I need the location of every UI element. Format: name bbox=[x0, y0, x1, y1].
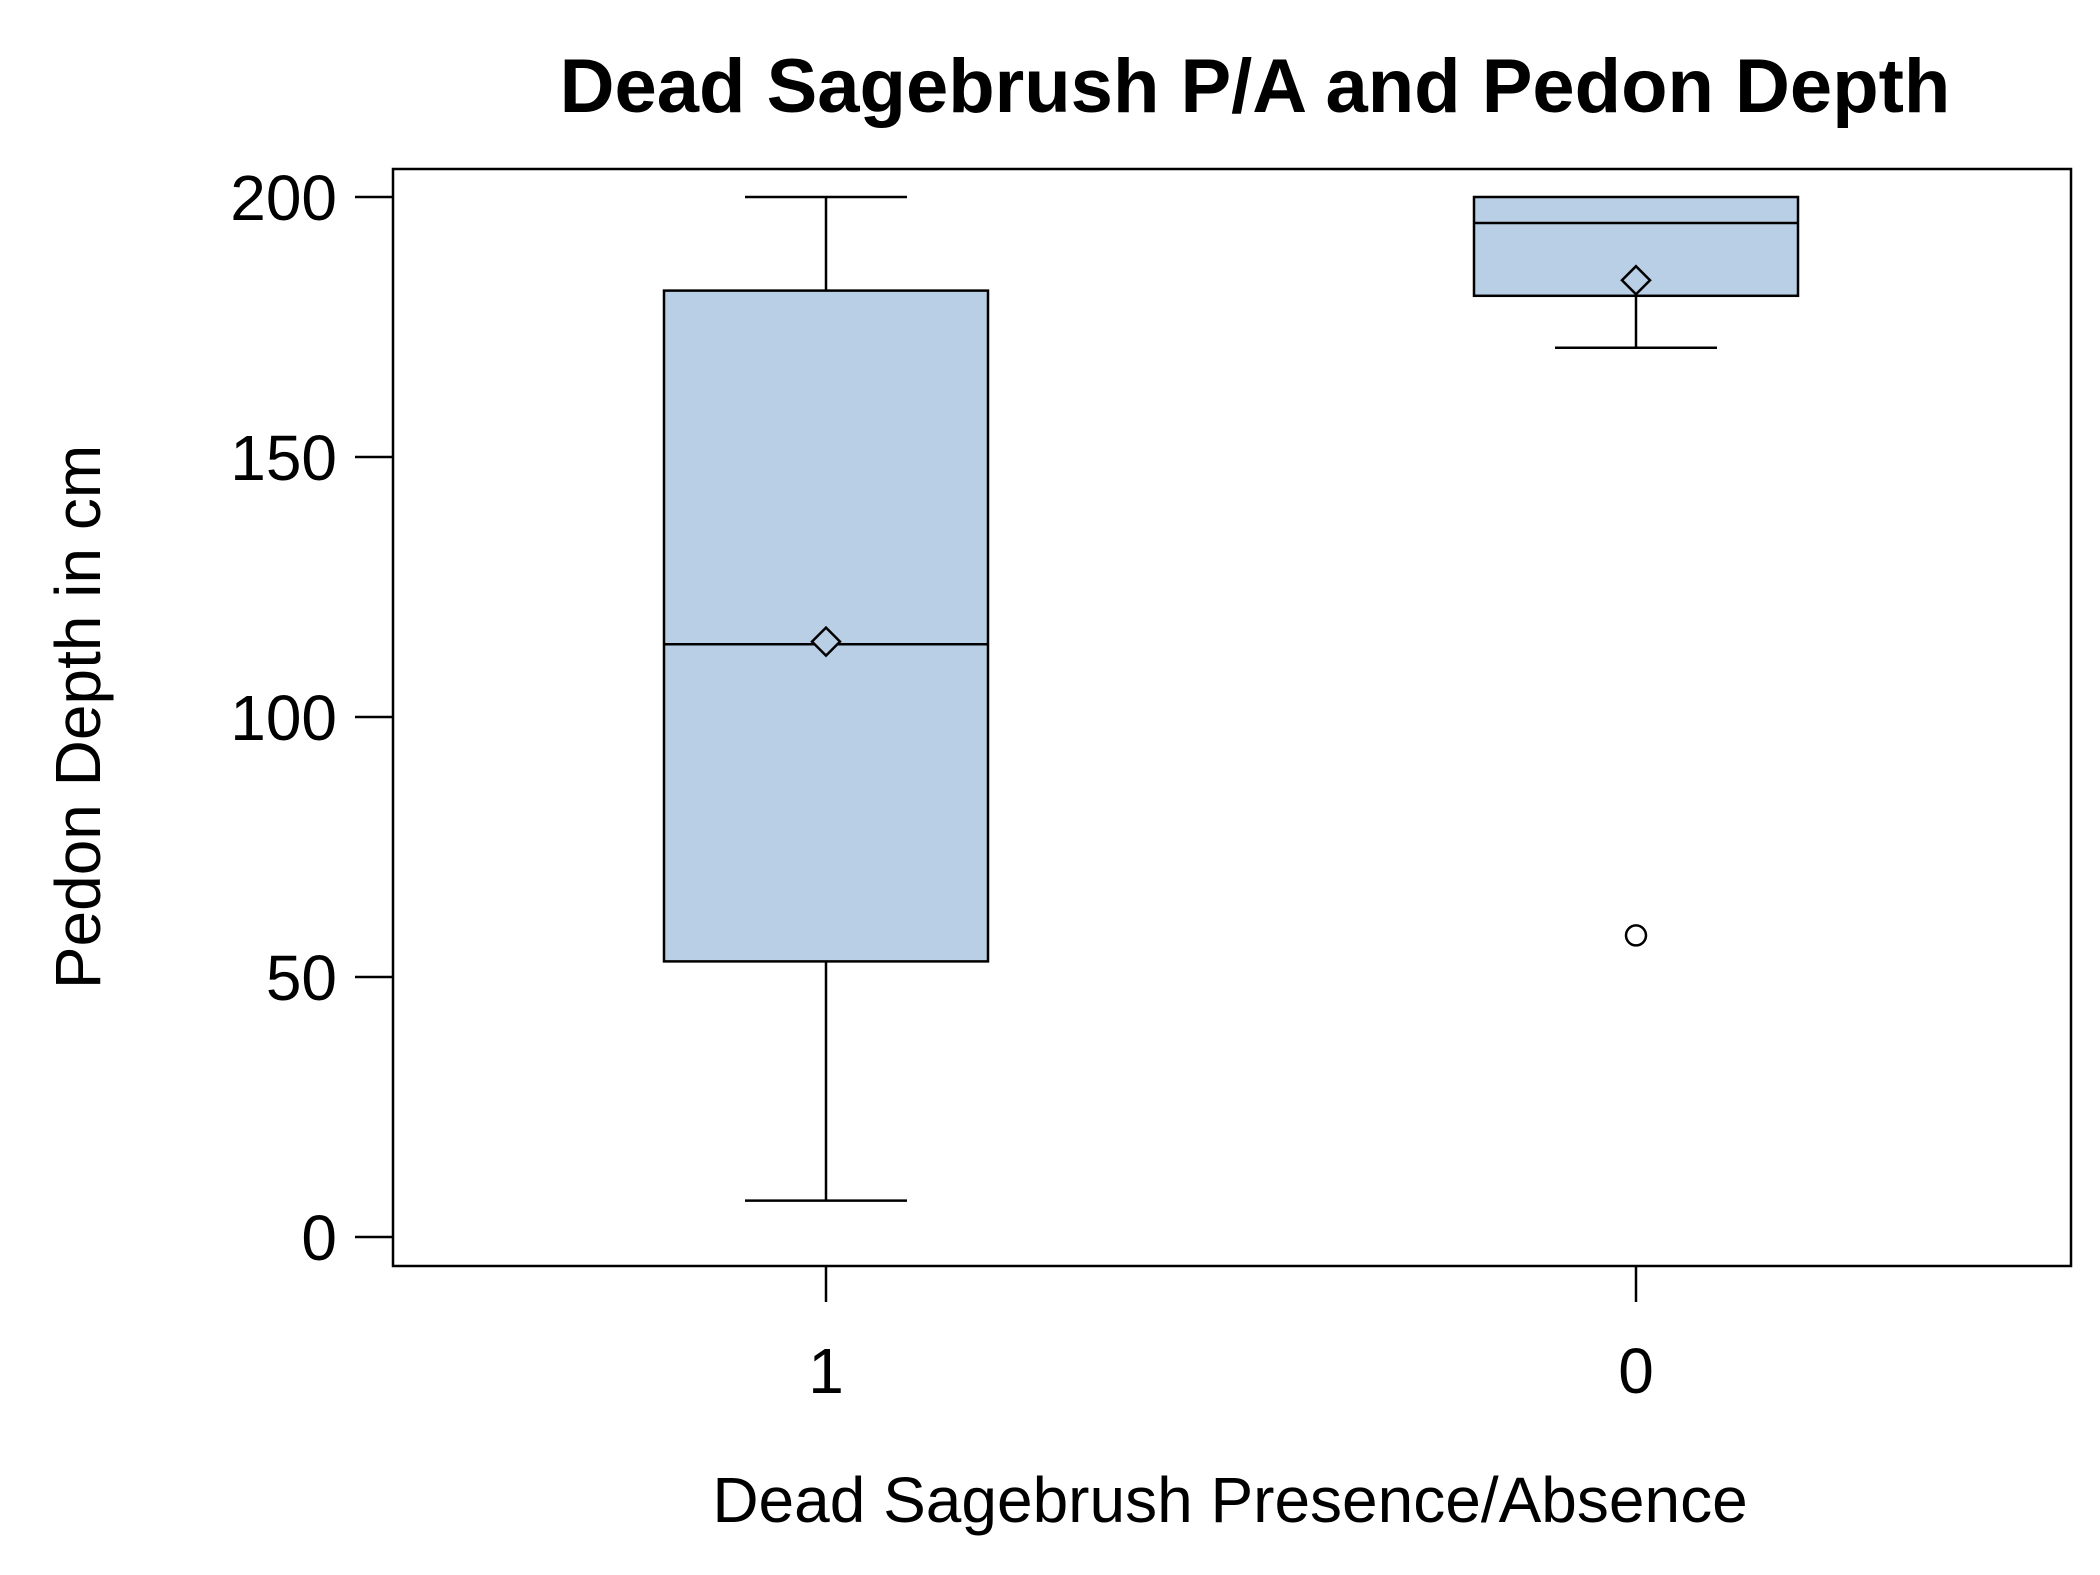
y-tick-label: 0 bbox=[301, 1202, 337, 1274]
y-tick-label: 50 bbox=[266, 942, 337, 1014]
box-series bbox=[662, 195, 1800, 1202]
x-axis-label: Dead Sagebrush Presence/Absence bbox=[712, 1464, 1747, 1536]
x-tick-label: 0 bbox=[1618, 1335, 1654, 1407]
plot-frame bbox=[391, 167, 2073, 1268]
y-tick-label: 150 bbox=[230, 422, 337, 494]
y-axis: 0 50 100 150 200 bbox=[230, 162, 393, 1274]
mean-marker bbox=[1620, 264, 1652, 296]
mean-marker bbox=[810, 625, 842, 658]
box-1 bbox=[662, 195, 990, 1202]
box-0 bbox=[1472, 195, 1800, 947]
outlier-point bbox=[1624, 924, 1648, 947]
y-tick-label: 100 bbox=[230, 682, 337, 754]
y-axis-label: Pedon Depth in cm bbox=[42, 445, 114, 989]
x-tick-label: 1 bbox=[808, 1335, 844, 1407]
chart-title: Dead Sagebrush P/A and Pedon Depth bbox=[560, 44, 1951, 129]
y-tick-label: 200 bbox=[230, 162, 337, 234]
